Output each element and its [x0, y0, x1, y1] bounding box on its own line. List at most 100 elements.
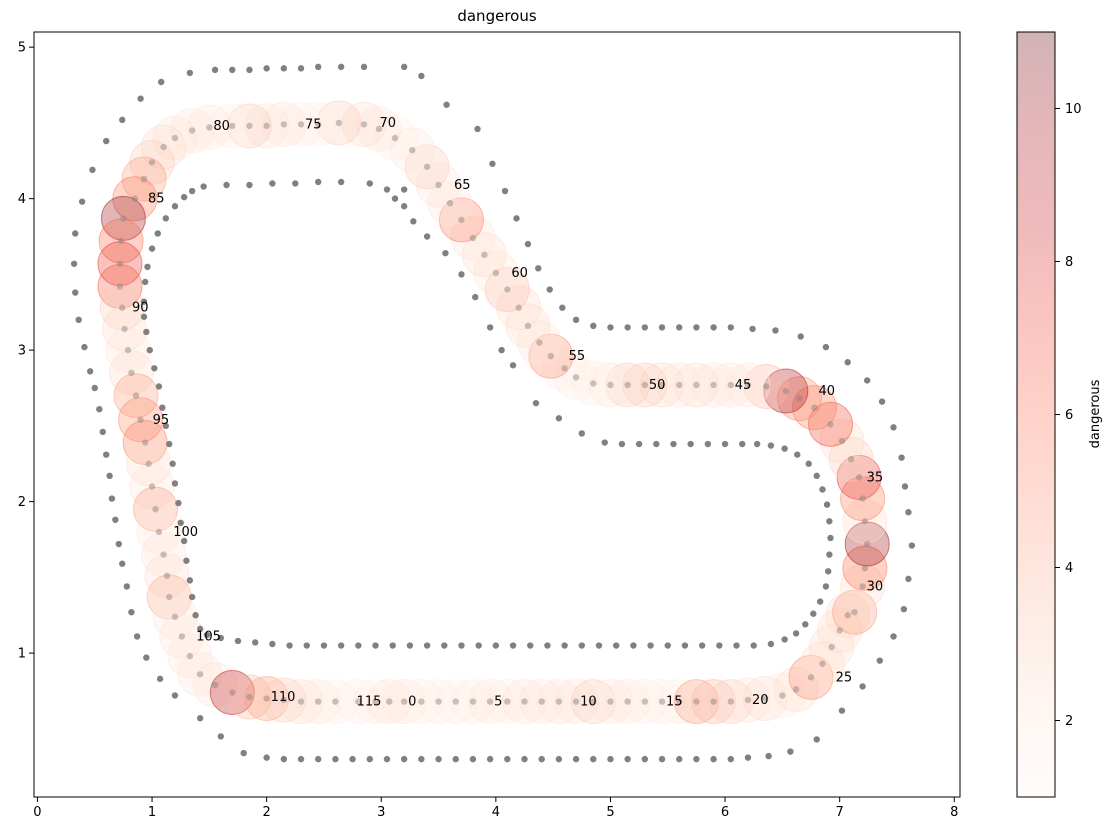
waypoint-marker: [673, 679, 719, 725]
waypoint-marker: [725, 677, 771, 723]
outer-border-point: [590, 322, 597, 330]
waypoint-index-label: 105: [196, 629, 221, 644]
waypoint-center: [315, 121, 322, 128]
x-tick-label: 6: [721, 805, 729, 820]
inner-border-point: [144, 263, 151, 271]
inner-border-point: [146, 346, 153, 354]
inner-border-point: [670, 440, 677, 448]
waypoint-center: [263, 122, 270, 130]
inner-border-point: [183, 557, 190, 564]
inner-border-point: [337, 642, 345, 649]
waypoint-center: [855, 474, 863, 481]
outer-border-point: [676, 324, 683, 331]
waypoint-index-label: 30: [867, 579, 884, 594]
waypoint-marker: [97, 263, 143, 309]
waypoint-marker: [484, 267, 530, 313]
outer-border-point: [524, 240, 532, 248]
waypoint-marker: [97, 241, 143, 287]
outer-border-point: [813, 736, 820, 743]
inner-border-point: [166, 440, 173, 448]
waypoint-center: [481, 251, 488, 258]
waypoint-marker: [777, 376, 823, 422]
waypoint-center: [360, 121, 368, 128]
inner-border-point: [750, 642, 757, 649]
waypoint-center: [847, 455, 855, 463]
waypoint-marker: [842, 545, 888, 591]
waypoint-marker: [209, 669, 255, 715]
outer-border-point: [78, 198, 86, 205]
waypoint-marker: [473, 250, 519, 296]
waypoint-center: [693, 381, 700, 389]
inner-border-point: [753, 440, 761, 448]
inner-border-point: [246, 181, 253, 189]
colorbar-gradient: [1017, 32, 1055, 797]
outer-border-point: [727, 755, 734, 763]
waypoint-marker: [316, 100, 362, 146]
outer-border-point: [106, 472, 113, 480]
waypoint-marker: [450, 215, 496, 261]
waypoint-center: [538, 698, 545, 705]
waypoint-marker: [542, 345, 588, 391]
waypoint-center: [844, 612, 851, 619]
inner-border-point: [816, 598, 824, 605]
waypoint-marker: [656, 362, 702, 408]
waypoint-center: [280, 121, 288, 128]
waypoint-marker: [167, 633, 213, 679]
inner-border-point: [162, 422, 169, 430]
waypoint-center: [828, 643, 835, 651]
inner-border-point: [739, 440, 746, 448]
waypoint-marker: [141, 532, 187, 578]
waypoint-center: [819, 660, 826, 667]
waypoint-center: [155, 528, 163, 536]
outer-border-point: [400, 755, 408, 763]
inner-border-point: [355, 642, 362, 649]
outer-border-point: [337, 63, 345, 71]
inner-border-point: [406, 642, 414, 649]
waypoint-marker: [825, 592, 871, 638]
outer-border-point: [624, 755, 631, 763]
inner-border-point: [423, 233, 431, 240]
waypoint-marker: [759, 673, 805, 719]
waypoint-marker: [169, 107, 215, 153]
outer-border-point: [624, 324, 631, 331]
outer-border-point: [108, 495, 116, 502]
inner-border-point: [269, 640, 276, 648]
waypoint-center: [297, 121, 305, 128]
waypoint-index-label: 40: [818, 384, 835, 399]
waypoint-marker: [438, 197, 484, 243]
waypoint-center: [128, 369, 135, 377]
outer-border-point: [72, 230, 79, 237]
waypoint-center: [332, 698, 339, 705]
outer-border-point: [297, 755, 305, 763]
inner-border-point: [171, 203, 179, 210]
waypoint-marker: [587, 362, 633, 408]
inner-border-point: [155, 383, 163, 390]
waypoint-center: [297, 698, 305, 705]
waypoint-marker: [817, 607, 863, 653]
outer-border-point: [315, 755, 322, 763]
waypoint-marker: [743, 363, 789, 409]
waypoint-center: [152, 505, 159, 513]
colorbar-tick-label: 4: [1065, 561, 1073, 576]
outer-border-point: [91, 384, 98, 392]
waypoint-center: [693, 698, 700, 705]
waypoint-marker: [788, 654, 834, 700]
waypoint-marker: [742, 676, 788, 722]
waypoint-marker: [505, 303, 551, 349]
inner-border-point: [698, 642, 706, 649]
waypoint-index-label: 10: [580, 695, 597, 710]
inner-border-point: [141, 278, 149, 286]
waypoint-center: [782, 387, 790, 395]
waypoint-marker: [118, 397, 164, 443]
waypoint-center: [641, 698, 649, 705]
waypoint-center: [486, 698, 494, 705]
waypoint-marker: [141, 124, 187, 170]
inner-border-point: [819, 486, 826, 493]
waypoint-center: [132, 392, 140, 399]
waypoint-center: [335, 119, 343, 127]
waypoint-center: [492, 269, 500, 277]
inner-border-point: [154, 230, 161, 237]
waypoint-marker: [809, 624, 855, 670]
outer-border-point: [70, 260, 78, 267]
